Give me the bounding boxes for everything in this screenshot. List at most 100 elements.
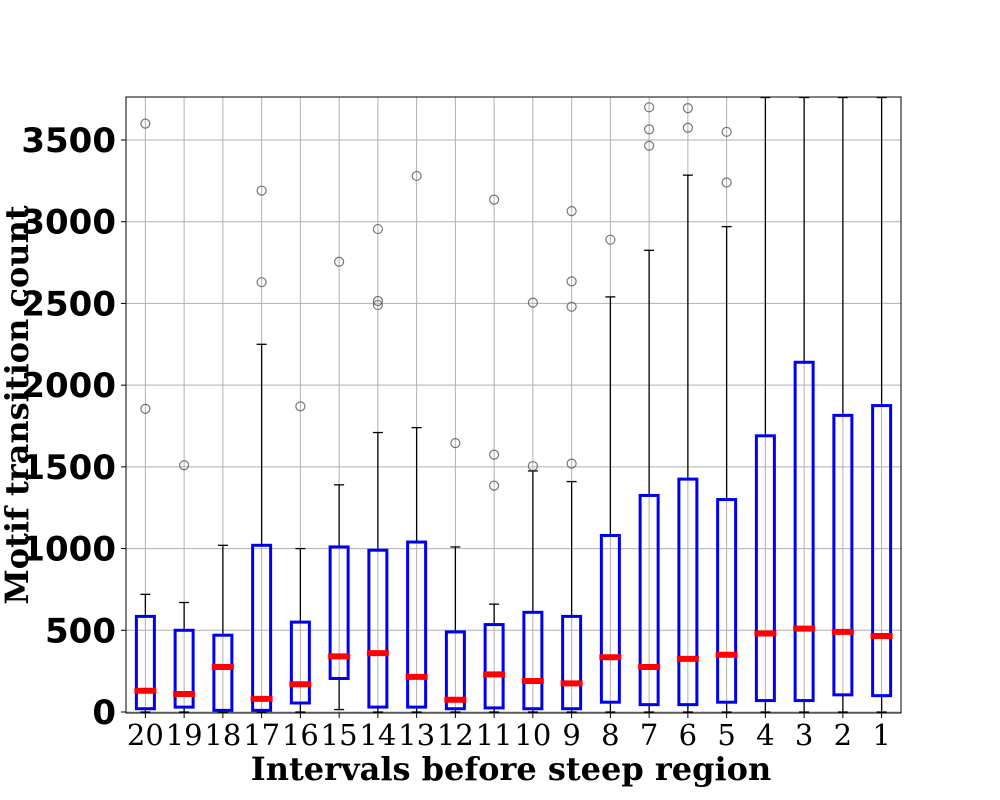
outlier-point <box>644 102 655 113</box>
box-group-18 <box>211 544 234 713</box>
outlier-point <box>489 194 500 205</box>
x-tick-label: 18 <box>204 718 241 752</box>
y-tick-label: 3000 <box>21 203 116 243</box>
box-group-3 <box>793 97 816 713</box>
box-group-11 <box>483 194 506 713</box>
x-tick-label: 7 <box>640 718 658 752</box>
y-tick-label: 1500 <box>21 448 116 488</box>
y-tick-label: 2500 <box>21 284 116 324</box>
x-tick-label: 1 <box>872 718 890 752</box>
x-tick-label: 12 <box>437 718 474 752</box>
outlier-point <box>140 118 151 129</box>
iqr-box <box>599 533 621 704</box>
x-axis-label: Intervals before steep region <box>251 750 771 788</box>
outlier-point <box>489 449 500 460</box>
x-tick-label: 3 <box>795 718 813 752</box>
outlier-point <box>256 277 267 288</box>
iqr-box <box>251 543 273 712</box>
outlier-point <box>411 170 422 182</box>
iqr-box <box>561 614 583 711</box>
outlier-point <box>372 299 383 311</box>
outlier-point <box>682 103 693 114</box>
outlier-point <box>644 140 655 151</box>
plot-frame <box>125 96 902 714</box>
x-tick-label: 5 <box>717 718 735 752</box>
iqr-box <box>406 540 428 709</box>
x-tick-label: 4 <box>756 718 774 752</box>
iqr-box <box>522 610 544 711</box>
x-tick-label: 20 <box>127 718 164 752</box>
box-group-16 <box>289 401 312 713</box>
outlier-point <box>721 177 732 188</box>
box-group-2 <box>831 97 854 713</box>
x-tick-label: 6 <box>679 718 697 752</box>
outlier-point <box>372 223 383 235</box>
box-group-10 <box>521 297 544 713</box>
x-tick-label: 11 <box>476 718 513 752</box>
box-group-6 <box>676 103 699 713</box>
box-group-9 <box>560 205 583 713</box>
box-group-1 <box>870 97 893 713</box>
iqr-box <box>444 630 466 711</box>
box-group-8 <box>599 234 622 713</box>
y-axis-label: Motif transition count <box>0 205 36 604</box>
iqr-box <box>328 545 350 680</box>
box-group-15 <box>328 256 351 711</box>
x-tick-label: 16 <box>282 718 319 752</box>
iqr-box <box>173 628 195 709</box>
x-axis: 20 19 18 17 16 15 14 13 12 11 10 9 8 7 6 5 4 3 2 1 <box>127 713 891 752</box>
iqr-box <box>638 493 660 707</box>
x-tick-label: 15 <box>321 718 358 752</box>
outlier-point <box>450 438 461 449</box>
outlier-point <box>566 276 577 287</box>
outlier-point <box>179 460 190 471</box>
iqr-box <box>134 614 156 711</box>
y-tick-label: 3500 <box>21 121 116 161</box>
outlier-point <box>256 185 267 196</box>
outlier-point <box>566 205 577 217</box>
iqr-box <box>832 413 854 697</box>
y-axis: 0 500 1000 1500 2000 2500 3000 3500 <box>21 121 126 733</box>
box-group-20 <box>134 118 157 713</box>
x-tick-label: 14 <box>359 718 396 752</box>
box-group-12 <box>444 438 467 713</box>
outlier-point <box>140 403 151 414</box>
iqr-box <box>677 477 699 707</box>
grid-lines <box>126 97 901 713</box>
box-group-17 <box>250 185 273 713</box>
box-group-4 <box>754 97 777 713</box>
outlier-point <box>527 460 538 472</box>
x-tick-label: 9 <box>562 718 580 752</box>
outlier-point <box>682 122 693 133</box>
box-group-7 <box>638 102 661 713</box>
x-tick-label: 10 <box>514 718 551 752</box>
x-tick-label: 13 <box>398 718 435 752</box>
box-group-5 <box>715 126 738 713</box>
y-tick-label: 2000 <box>21 366 116 406</box>
y-tick-label: 500 <box>45 611 116 651</box>
x-tick-label: 19 <box>166 718 203 752</box>
iqr-box <box>754 434 776 703</box>
iqr-box <box>793 360 815 703</box>
iqr-box <box>483 623 505 710</box>
outlier-point <box>605 234 616 245</box>
box-group-13 <box>405 170 428 713</box>
outlier-point <box>566 301 577 312</box>
outlier-point <box>295 401 306 412</box>
x-tick-label: 17 <box>243 718 280 752</box>
outlier-point <box>334 256 345 267</box>
iqr-box <box>367 548 389 709</box>
box-group-19 <box>173 460 196 713</box>
iqr-box <box>289 620 311 705</box>
y-tick-label: 0 <box>92 693 116 733</box>
boxes <box>134 97 893 713</box>
outlier-point <box>527 297 538 308</box>
x-tick-label: 2 <box>834 718 852 752</box>
outlier-point <box>372 295 383 307</box>
iqr-box <box>716 498 738 704</box>
outlier-point <box>644 124 655 135</box>
box-group-14 <box>366 223 389 713</box>
iqr-box <box>212 633 234 712</box>
iqr-box <box>871 404 893 698</box>
